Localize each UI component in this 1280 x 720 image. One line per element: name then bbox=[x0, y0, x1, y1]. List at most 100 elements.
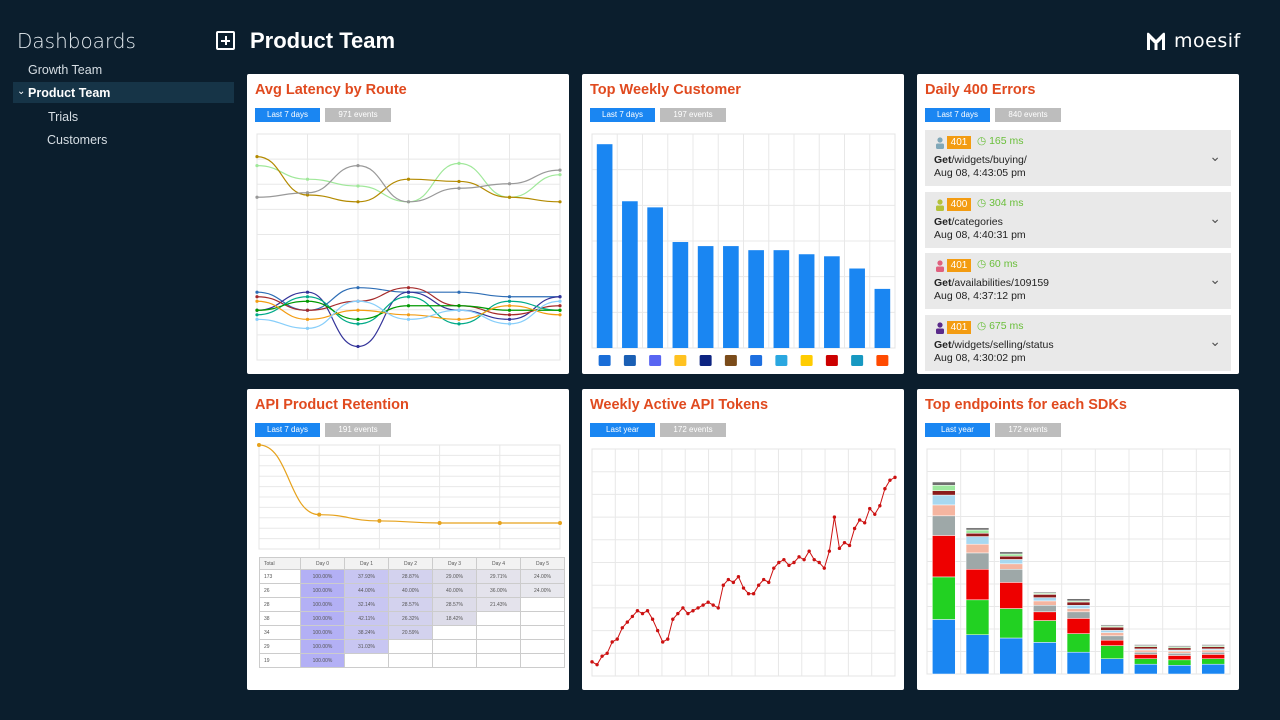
card-title: Avg Latency by Route bbox=[255, 82, 407, 98]
data-point bbox=[661, 640, 665, 644]
time-range-button[interactable]: Last 7 days bbox=[925, 108, 990, 122]
table-cell: 19 bbox=[259, 653, 301, 668]
sidebar-item-growth-team[interactable]: Growth Team bbox=[28, 63, 103, 77]
bar-segment-lightblue bbox=[965, 536, 990, 545]
error-event-item[interactable]: 401 ◷ 675 ms Get/widgets/selling/status … bbox=[925, 315, 1231, 371]
add-dashboard-button[interactable] bbox=[216, 31, 235, 50]
dropbox-logo-icon bbox=[699, 355, 712, 366]
table-cell: 29.00% bbox=[432, 569, 477, 584]
error-event-item[interactable]: 401 ◷ 60 ms Get/availabilities/109159 Au… bbox=[925, 253, 1231, 309]
table-cell: 28.87% bbox=[388, 569, 433, 584]
chevron-down-icon[interactable]: ⌄ bbox=[1209, 210, 1221, 226]
data-point bbox=[558, 200, 562, 204]
data-point bbox=[305, 191, 310, 195]
data-point bbox=[305, 317, 310, 321]
time-range-button[interactable]: Last year bbox=[925, 423, 990, 437]
bar-segment-lightgreen bbox=[999, 553, 1023, 557]
data-point bbox=[640, 611, 645, 616]
data-point bbox=[356, 164, 360, 168]
data-point bbox=[437, 521, 442, 525]
data-point bbox=[655, 628, 660, 633]
bar-segment-green bbox=[1033, 620, 1057, 643]
data-point bbox=[406, 313, 411, 317]
data-point bbox=[305, 177, 310, 181]
table-cell: 34 bbox=[259, 625, 301, 640]
status-code-badge: 400 bbox=[947, 198, 971, 211]
table-header-cell: Day 1 bbox=[344, 557, 389, 570]
time-range-button[interactable]: Last year bbox=[590, 423, 655, 437]
sdk-stacked-bar-chart bbox=[926, 448, 1231, 675]
bar-segment-red bbox=[1167, 655, 1192, 661]
route-path: /categories bbox=[951, 216, 1003, 228]
table-cell bbox=[520, 653, 565, 668]
data-point bbox=[772, 566, 776, 570]
data-point bbox=[507, 304, 512, 308]
data-point bbox=[797, 555, 801, 559]
table-row: 173 100.00% 37.93% 28.87% 29.00% 29.71% 24.00% bbox=[259, 569, 565, 584]
data-point bbox=[600, 654, 604, 658]
bar bbox=[723, 246, 739, 348]
data-point bbox=[650, 617, 655, 621]
table-cell: 18.42% bbox=[432, 611, 477, 626]
bitbucket-logo-icon bbox=[750, 355, 763, 366]
table-row: 19 100.00% bbox=[259, 653, 565, 668]
data-point bbox=[558, 521, 562, 525]
bar-segment-green bbox=[1134, 658, 1158, 665]
data-point bbox=[681, 606, 685, 610]
bar-segment-lightblue bbox=[1033, 597, 1057, 602]
time-range-button[interactable]: Last 7 days bbox=[255, 108, 320, 122]
data-point bbox=[406, 317, 411, 321]
data-point bbox=[605, 651, 609, 655]
bar-segment-darkred bbox=[999, 555, 1023, 560]
user-icon bbox=[936, 322, 944, 334]
table-cell: 38.24% bbox=[344, 625, 389, 640]
data-point bbox=[558, 295, 562, 299]
bar-segment-darkred bbox=[932, 490, 956, 496]
bar-segment-gray2 bbox=[1134, 644, 1158, 646]
sidebar-item-customers[interactable]: Customers bbox=[47, 133, 108, 147]
bar-segment-peach bbox=[965, 543, 990, 554]
chevron-down-icon[interactable]: ⌄ bbox=[1209, 271, 1221, 287]
data-point bbox=[625, 620, 630, 624]
time-range-button[interactable]: Last 7 days bbox=[590, 108, 655, 122]
table-cell: 26 bbox=[259, 583, 301, 598]
moesif-logo[interactable]: moesif bbox=[1145, 30, 1241, 52]
data-point bbox=[630, 614, 635, 619]
data-point bbox=[691, 609, 695, 613]
latency-label: ◷ 60 ms bbox=[977, 258, 1018, 270]
table-cell: 36.00% bbox=[476, 583, 521, 598]
sidebar-item-label[interactable]: Product Team bbox=[28, 86, 111, 100]
error-event-item[interactable]: 400 ◷ 304 ms Get/categories Aug 08, 4:40… bbox=[925, 192, 1231, 248]
bar-segment-lightgreen bbox=[932, 485, 956, 491]
chevron-down-icon[interactable]: ⌄ bbox=[1209, 148, 1221, 164]
table-cell: 173 bbox=[259, 569, 301, 584]
bar-segment-darkred bbox=[965, 533, 990, 537]
table-cell: 38 bbox=[259, 611, 301, 626]
data-point bbox=[868, 506, 872, 511]
data-point bbox=[305, 193, 310, 197]
latency-label: ◷ 675 ms bbox=[977, 320, 1024, 332]
bar-segment-green bbox=[965, 599, 990, 635]
time-range-button[interactable]: Last 7 days bbox=[255, 423, 320, 437]
error-event-item[interactable]: 401 ◷ 165 ms Get/widgets/buying/ Aug 08,… bbox=[925, 130, 1231, 186]
data-point bbox=[457, 179, 461, 184]
bar-segment-red bbox=[932, 535, 956, 578]
data-point bbox=[595, 662, 599, 667]
data-point bbox=[255, 308, 259, 312]
retention-line bbox=[258, 444, 560, 524]
bar-segment-gray bbox=[932, 515, 956, 536]
route-label: Get/availabilities/109159 bbox=[934, 277, 1049, 289]
latency-line-chart bbox=[255, 133, 562, 361]
table-cell: 28.57% bbox=[432, 597, 477, 612]
data-point bbox=[817, 560, 821, 565]
bar-segment-red bbox=[1066, 618, 1091, 634]
data-point bbox=[457, 322, 461, 326]
data-point bbox=[888, 478, 892, 482]
data-point bbox=[645, 609, 650, 613]
sidebar-item-trials[interactable]: Trials bbox=[48, 110, 79, 124]
data-point bbox=[305, 290, 310, 294]
bar-segment-darkred bbox=[1100, 626, 1124, 631]
table-header-cell: Total bbox=[259, 557, 301, 570]
sidebar-item-product-team[interactable] bbox=[13, 82, 234, 103]
chevron-down-icon[interactable]: ⌄ bbox=[1209, 333, 1221, 349]
